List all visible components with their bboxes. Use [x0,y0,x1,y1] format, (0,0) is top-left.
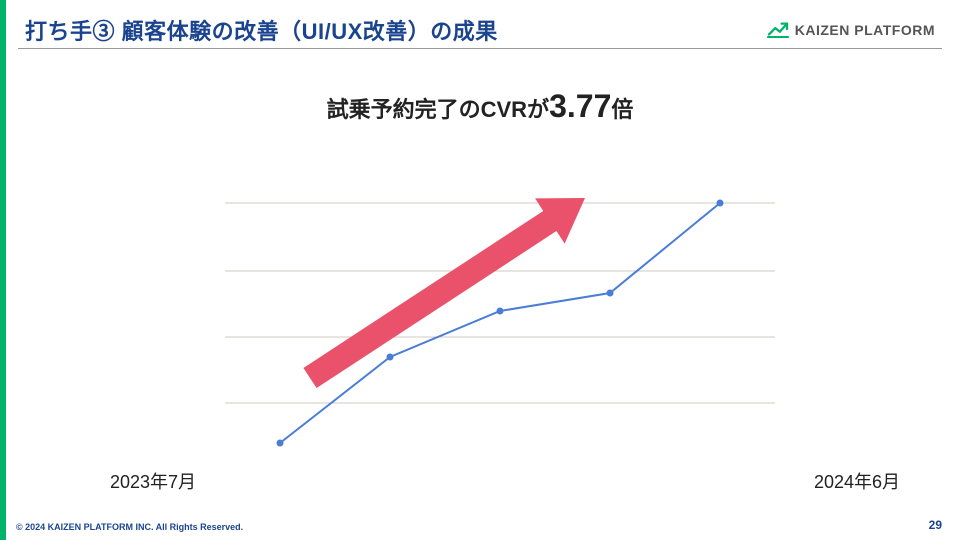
headline-value: 3.77 [549,88,611,124]
slide-title: 打ち手③ 顧客体験の改善（UI/UX改善）の成果 [25,14,498,46]
copyright: © 2024 KAIZEN PLATFORM INC. All Rights R… [16,522,243,532]
accent-bar [0,0,6,540]
header: 打ち手③ 顧客体験の改善（UI/UX改善）の成果 KAIZEN PLATFORM [25,14,935,46]
brand-logo-text: KAIZEN PLATFORM [795,22,935,38]
headline-prefix: 試乗予約完了のCVRが [327,97,549,122]
chart-arrow-icon [767,20,789,41]
slide: 打ち手③ 顧客体験の改善（UI/UX改善）の成果 KAIZEN PLATFORM… [0,0,960,540]
x-label-end: 2024年6月 [814,468,900,494]
x-label-start: 2023年7月 [110,468,196,494]
cvr-line-chart [225,148,775,458]
headline: 試乗予約完了のCVRが3.77倍 [0,88,960,125]
headline-suffix: 倍 [611,97,633,122]
header-divider [18,48,942,49]
page-number: 29 [929,518,942,532]
brand-logo: KAIZEN PLATFORM [767,20,935,41]
